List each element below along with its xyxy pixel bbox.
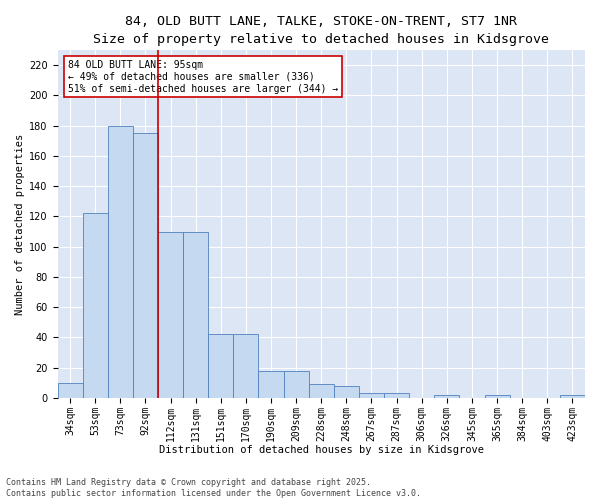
Bar — [83, 214, 108, 398]
Bar — [58, 383, 83, 398]
Text: 84 OLD BUTT LANE: 95sqm
← 49% of detached houses are smaller (336)
51% of semi-d: 84 OLD BUTT LANE: 95sqm ← 49% of detache… — [68, 60, 338, 94]
Bar — [359, 394, 384, 398]
Bar — [158, 232, 183, 398]
Bar — [560, 395, 585, 398]
Bar — [108, 126, 133, 398]
Title: 84, OLD BUTT LANE, TALKE, STOKE-ON-TRENT, ST7 1NR
Size of property relative to d: 84, OLD BUTT LANE, TALKE, STOKE-ON-TRENT… — [93, 15, 549, 46]
Bar — [183, 232, 208, 398]
X-axis label: Distribution of detached houses by size in Kidsgrove: Distribution of detached houses by size … — [159, 445, 484, 455]
Bar — [133, 133, 158, 398]
Bar — [208, 334, 233, 398]
Bar — [308, 384, 334, 398]
Bar — [259, 370, 284, 398]
Bar — [384, 394, 409, 398]
Bar — [284, 370, 308, 398]
Text: Contains HM Land Registry data © Crown copyright and database right 2025.
Contai: Contains HM Land Registry data © Crown c… — [6, 478, 421, 498]
Bar — [485, 395, 509, 398]
Bar — [434, 395, 460, 398]
Y-axis label: Number of detached properties: Number of detached properties — [15, 134, 25, 314]
Bar — [334, 386, 359, 398]
Bar — [233, 334, 259, 398]
